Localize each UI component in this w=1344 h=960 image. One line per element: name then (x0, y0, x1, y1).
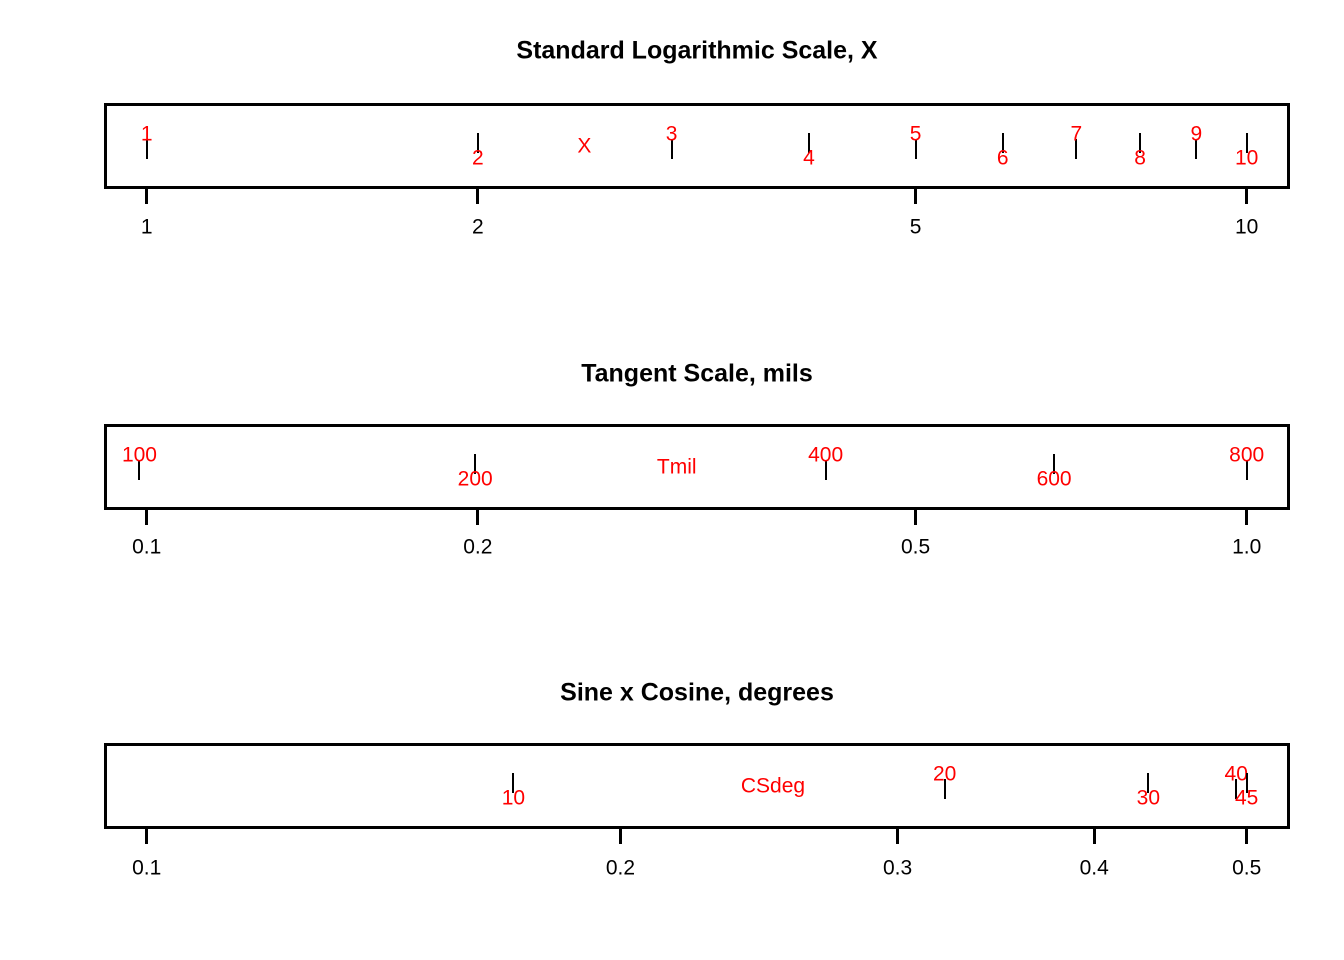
scale-tick-mark (1195, 139, 1198, 159)
scale-name-label: Tmil (656, 455, 697, 478)
axis-tick (914, 509, 918, 525)
scale-tick-mark (914, 139, 917, 159)
axis-tick (145, 509, 149, 525)
axis-tick-label: 10 (1235, 215, 1259, 239)
scale-tick-label: 7 (1070, 122, 1083, 146)
scale-tick-label: 600 (1036, 467, 1072, 490)
scale-box (104, 103, 1290, 189)
axis-tick (476, 189, 480, 204)
scale-tick-label: 4 (803, 146, 815, 170)
scale-tick-mark (807, 133, 810, 153)
scale-tick-label: 20 (932, 762, 957, 786)
axis-tick (1092, 829, 1096, 844)
axis-tick (1245, 829, 1249, 844)
scale-tick-mark (943, 779, 946, 799)
scale-tick-mark (138, 459, 141, 480)
scale-tick-mark (1053, 453, 1056, 474)
axis-tick-label: 0.4 (1079, 856, 1109, 880)
axis-tick-label: 0.2 (605, 856, 636, 880)
axis-tick-label: 0.3 (882, 856, 913, 880)
scale-tick-label: 10 (501, 786, 526, 810)
scale-tick-label: 10 (1235, 146, 1259, 170)
scale-tick-mark (1147, 773, 1150, 793)
panel-title: Tangent Scale, mils (581, 359, 813, 388)
axis-tick (1245, 189, 1249, 204)
panel-title: Standard Logarithmic Scale, X (516, 36, 878, 65)
scale-tick-label: 1 (140, 122, 153, 146)
scale-tick-mark (1245, 133, 1248, 153)
scale-tick-mark (1001, 133, 1004, 153)
axis-tick-label: 0.5 (900, 535, 931, 559)
scale-name-label: X (577, 134, 592, 158)
scale-tick-label: 9 (1190, 122, 1203, 146)
scale-tick-label: 45 (1235, 786, 1259, 810)
scale-tick-label: 800 (1229, 443, 1265, 466)
scale-tick-mark (1245, 773, 1248, 793)
scale-tick-mark (1245, 459, 1248, 480)
scale-tick-mark (476, 133, 479, 153)
axis-tick-label: 0.2 (463, 535, 493, 559)
scale-tick-mark (1139, 133, 1142, 153)
axis-tick (914, 189, 918, 204)
scale-tick-mark (1235, 779, 1238, 799)
scale-tick-mark (512, 773, 515, 793)
axis-tick-label: 0.1 (132, 856, 162, 880)
axis-tick (145, 189, 149, 204)
scale-tick-label: 6 (996, 146, 1009, 170)
axis-tick-label: 0.1 (132, 535, 162, 559)
scale-tick-label: 100 (121, 443, 157, 466)
axis-tick-label: 1.0 (1232, 535, 1262, 559)
scale-tick-label: 2 (471, 146, 484, 170)
axis-tick (1245, 509, 1249, 525)
axis-tick-label: 5 (909, 215, 922, 239)
axis-tick-label: 0.5 (1232, 856, 1262, 880)
scale-tick-label: 40 (1224, 762, 1248, 786)
axis-tick-label: 1 (140, 215, 153, 239)
axis-tick-label: 2 (471, 215, 484, 239)
scale-tick-mark (474, 453, 477, 474)
axis-tick (896, 829, 900, 844)
scale-tick-label: 400 (808, 443, 844, 466)
panel-title: Sine x Cosine, degrees (560, 678, 834, 707)
scale-tick-mark (145, 139, 148, 159)
scale-box (104, 743, 1290, 829)
scale-tick-label: 30 (1136, 786, 1161, 810)
axis-tick (476, 509, 480, 525)
scale-tick-label: 3 (665, 122, 678, 146)
scale-tick-mark (1075, 139, 1078, 159)
scale-tick-label: 200 (457, 467, 493, 490)
scale-tick-mark (824, 459, 827, 480)
scale-box (104, 423, 1290, 510)
scale-tick-label: 5 (909, 122, 922, 146)
axis-tick (618, 829, 622, 844)
axis-tick (145, 829, 149, 844)
scale-tick-mark (670, 139, 673, 159)
scale-tick-label: 8 (1134, 146, 1146, 170)
scale-name-label: CSdeg (740, 774, 806, 798)
